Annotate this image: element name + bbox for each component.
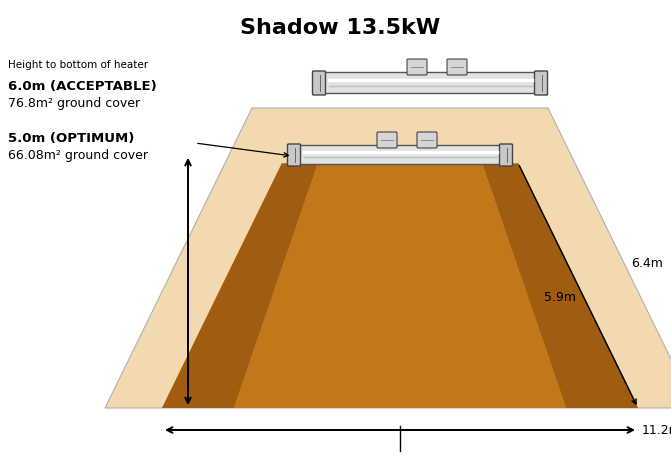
Polygon shape xyxy=(162,163,638,408)
Text: 5.9m: 5.9m xyxy=(544,291,576,304)
FancyBboxPatch shape xyxy=(447,59,467,75)
Text: Height to bottom of heater: Height to bottom of heater xyxy=(8,60,148,70)
FancyBboxPatch shape xyxy=(499,144,513,166)
FancyBboxPatch shape xyxy=(377,132,397,148)
FancyBboxPatch shape xyxy=(313,71,325,95)
Text: 6.0m (ACCEPTABLE): 6.0m (ACCEPTABLE) xyxy=(8,80,157,93)
Text: 5.0m (OPTIMUM): 5.0m (OPTIMUM) xyxy=(8,132,134,145)
Polygon shape xyxy=(105,108,671,408)
Polygon shape xyxy=(234,163,566,408)
FancyBboxPatch shape xyxy=(296,146,504,165)
Text: 6.4m: 6.4m xyxy=(631,257,664,270)
Polygon shape xyxy=(482,163,638,408)
Text: 11.2m: 11.2m xyxy=(642,424,671,437)
FancyBboxPatch shape xyxy=(321,73,539,93)
Text: Shadow 13.5kW: Shadow 13.5kW xyxy=(240,18,440,38)
Text: 76.8m² ground cover: 76.8m² ground cover xyxy=(8,97,140,110)
FancyBboxPatch shape xyxy=(417,132,437,148)
Polygon shape xyxy=(162,163,318,408)
FancyBboxPatch shape xyxy=(407,59,427,75)
FancyBboxPatch shape xyxy=(287,144,301,166)
Text: 66.08m² ground cover: 66.08m² ground cover xyxy=(8,149,148,162)
FancyBboxPatch shape xyxy=(535,71,548,95)
